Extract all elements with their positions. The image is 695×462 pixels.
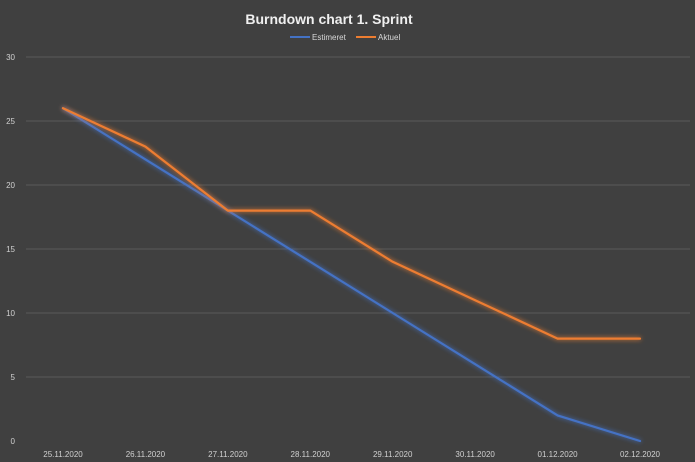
chart-title: Burndown chart 1. Sprint xyxy=(245,11,413,27)
x-tick-label: 02.12.2020 xyxy=(620,450,661,459)
y-tick-label: 25 xyxy=(6,117,15,126)
y-axis-ticks: 0 5 10 15 20 25 30 xyxy=(6,53,15,446)
x-tick-label: 27.11.2020 xyxy=(208,450,248,459)
y-tick-label: 20 xyxy=(6,181,15,190)
legend-label-aktuel: Aktuel xyxy=(378,33,400,42)
series-line-aktuel xyxy=(61,107,642,340)
x-axis-ticks: 25.11.2020 26.11.2020 27.11.2020 28.11.2020… xyxy=(43,450,660,459)
x-tick-label: 25.11.2020 xyxy=(43,450,83,459)
y-tick-label: 30 xyxy=(6,53,15,62)
y-tick-label: 0 xyxy=(11,437,16,446)
x-tick-label: 26.11.2020 xyxy=(126,450,166,459)
x-tick-label: 30.11.2020 xyxy=(455,450,495,459)
y-tick-label: 5 xyxy=(11,373,16,382)
x-tick-label: 01.12.2020 xyxy=(538,450,579,459)
y-tick-label: 10 xyxy=(6,309,15,318)
series-line-estimeret xyxy=(61,107,642,443)
legend: Estimeret Aktuel xyxy=(290,33,400,42)
x-tick-label: 28.11.2020 xyxy=(291,450,331,459)
legend-label-estimeret: Estimeret xyxy=(312,33,347,42)
x-tick-label: 29.11.2020 xyxy=(373,450,413,459)
y-tick-label: 15 xyxy=(6,245,15,254)
gridlines xyxy=(26,56,690,378)
series-lines xyxy=(61,107,642,443)
